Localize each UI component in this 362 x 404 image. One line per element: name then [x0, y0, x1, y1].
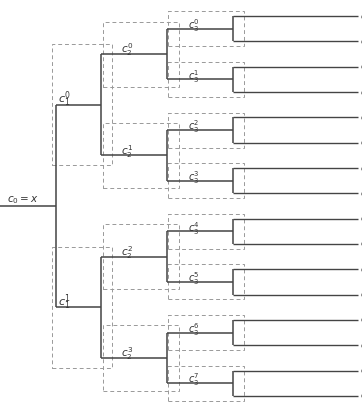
Text: $c_2^{0}$: $c_2^{0}$ [121, 42, 134, 59]
Text: $c_4^{3}$: $c_4^{3}$ [360, 85, 362, 99]
Bar [168, 315, 244, 350]
Text: $c_4^{14}$: $c_4^{14}$ [360, 363, 362, 378]
Text: $c_4^{11}$: $c_4^{11}$ [360, 287, 362, 302]
Text: $c_4^{12}$: $c_4^{12}$ [360, 313, 362, 327]
Text: $c_1^{0}$: $c_1^{0}$ [58, 90, 71, 109]
Text: $c_3^{2}$: $c_3^{2}$ [188, 118, 199, 135]
Text: $c_4^{7}$: $c_4^{7}$ [360, 186, 362, 201]
Bar [168, 163, 244, 198]
Bar [168, 265, 244, 299]
Bar [52, 44, 112, 165]
Text: $c_4^{1}$: $c_4^{1}$ [360, 34, 362, 49]
Text: $c_4^{10}$: $c_4^{10}$ [360, 262, 362, 277]
Bar [103, 224, 179, 289]
Text: $c_3^{3}$: $c_3^{3}$ [188, 169, 200, 186]
Text: $c_0 = x$: $c_0 = x$ [7, 194, 39, 206]
Text: $c_3^{5}$: $c_3^{5}$ [188, 270, 200, 287]
Text: $c_4^{2}$: $c_4^{2}$ [360, 59, 362, 74]
Text: $c_4^{6}$: $c_4^{6}$ [360, 161, 362, 175]
Bar [168, 62, 244, 97]
Text: $c_4^{5}$: $c_4^{5}$ [360, 135, 362, 150]
Text: $c_2^{3}$: $c_2^{3}$ [121, 345, 134, 362]
Bar [103, 21, 179, 87]
Text: $c_3^{0}$: $c_3^{0}$ [188, 17, 200, 34]
Bar [168, 11, 244, 46]
Text: $c_1^{1}$: $c_1^{1}$ [58, 292, 71, 312]
Bar [103, 325, 179, 391]
Text: $c_4^{9}$: $c_4^{9}$ [360, 237, 362, 251]
Text: $c_3^{4}$: $c_3^{4}$ [188, 220, 200, 236]
Text: $c_3^{6}$: $c_3^{6}$ [188, 321, 200, 338]
Text: $c_4^{8}$: $c_4^{8}$ [360, 211, 362, 226]
Text: $c_2^{2}$: $c_2^{2}$ [121, 244, 133, 261]
Text: $c_3^{7}$: $c_3^{7}$ [188, 372, 200, 388]
Text: $c_4^{13}$: $c_4^{13}$ [360, 338, 362, 353]
Bar [168, 214, 244, 249]
Bar [52, 247, 112, 368]
Text: $c_4^{4}$: $c_4^{4}$ [360, 110, 362, 125]
Text: $c_2^{1}$: $c_2^{1}$ [121, 143, 134, 160]
Bar [168, 366, 244, 401]
Bar [103, 123, 179, 188]
Text: $c_4^{0}$: $c_4^{0}$ [360, 9, 362, 23]
Text: $c_3^{1}$: $c_3^{1}$ [188, 68, 200, 84]
Text: $c_4^{15}$: $c_4^{15}$ [360, 389, 362, 403]
Bar [168, 113, 244, 147]
